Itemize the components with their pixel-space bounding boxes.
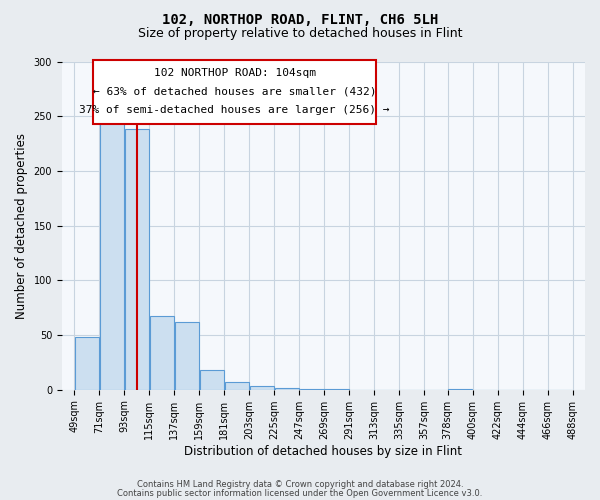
Bar: [250, 386, 274, 390]
Text: 102, NORTHOP ROAD, FLINT, CH6 5LH: 102, NORTHOP ROAD, FLINT, CH6 5LH: [162, 12, 438, 26]
Text: Contains public sector information licensed under the Open Government Licence v3: Contains public sector information licen…: [118, 488, 482, 498]
Y-axis label: Number of detached properties: Number of detached properties: [15, 132, 28, 318]
Text: Size of property relative to detached houses in Flint: Size of property relative to detached ho…: [138, 28, 462, 40]
Bar: [325, 389, 349, 390]
Bar: [299, 388, 323, 390]
Bar: [224, 382, 248, 390]
Bar: [175, 322, 199, 390]
Text: 102 NORTHOP ROAD: 104sqm: 102 NORTHOP ROAD: 104sqm: [154, 68, 316, 78]
Bar: [75, 337, 99, 390]
Bar: [275, 388, 299, 390]
Bar: [125, 130, 149, 390]
Bar: [448, 389, 472, 390]
Text: 37% of semi-detached houses are larger (256) →: 37% of semi-detached houses are larger (…: [79, 105, 390, 115]
Text: ← 63% of detached houses are smaller (432): ← 63% of detached houses are smaller (43…: [93, 87, 376, 97]
Bar: [150, 316, 174, 390]
X-axis label: Distribution of detached houses by size in Flint: Distribution of detached houses by size …: [184, 444, 463, 458]
Text: Contains HM Land Registry data © Crown copyright and database right 2024.: Contains HM Land Registry data © Crown c…: [137, 480, 463, 489]
Bar: [200, 370, 224, 390]
Bar: [100, 116, 124, 390]
FancyBboxPatch shape: [93, 60, 376, 124]
